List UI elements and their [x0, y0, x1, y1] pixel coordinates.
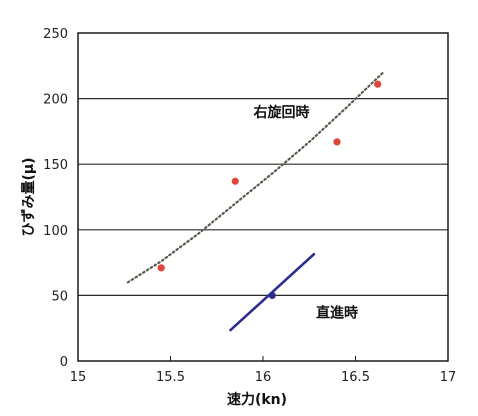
y-tick-label-4: 200: [43, 93, 68, 108]
y-tick-label-0: 0: [60, 355, 68, 370]
y-tick-label-1: 50: [51, 289, 68, 304]
plot-frame: [77, 32, 449, 362]
x-tick-label-0: 15: [70, 370, 87, 385]
series: [126, 71, 385, 332]
x-tick-label-1: 15.5: [156, 370, 185, 385]
series-0-point-0: [157, 264, 165, 272]
x-axis-title: 速力(kn): [227, 391, 287, 408]
x-tick-label-3: 16.5: [341, 370, 370, 385]
gridlines: [78, 97, 448, 296]
y-tick-label-2: 100: [43, 224, 68, 239]
series-0-trend-line: [126, 71, 385, 284]
series-0-point-3: [374, 80, 382, 88]
series-0-point-2: [333, 138, 341, 146]
series-1-point-0: [268, 291, 276, 299]
y-tick-label-5: 250: [43, 27, 68, 42]
y-tick-label-3: 150: [43, 158, 68, 173]
y-axis-title: ひずみ量(μ): [20, 157, 37, 236]
tick-labels: 0 50 100 150 200 250 15 15.5 16 16.5 17: [43, 27, 456, 385]
x-tick-label-4: 17: [440, 370, 457, 385]
x-tick-label-2: 16: [255, 370, 272, 385]
series-label-right-turn: 右旋回時: [253, 104, 310, 121]
series-label-straight: 直進時: [316, 305, 358, 322]
series-0-point-1: [231, 177, 239, 185]
